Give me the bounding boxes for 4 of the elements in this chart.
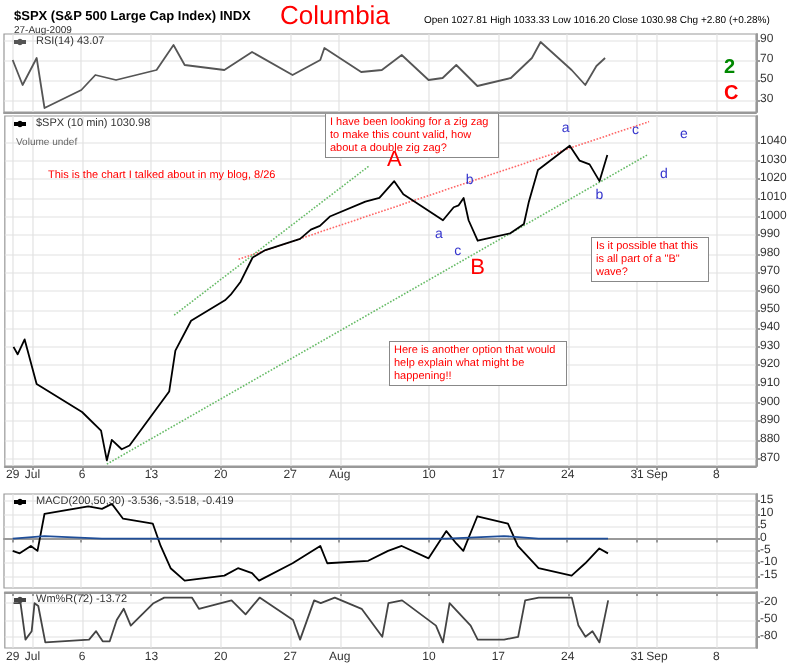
- text: Columbia: [280, 0, 392, 30]
- annotation: 2: [724, 57, 736, 79]
- annotation: C: [724, 83, 739, 105]
- annotation: B: [470, 255, 486, 280]
